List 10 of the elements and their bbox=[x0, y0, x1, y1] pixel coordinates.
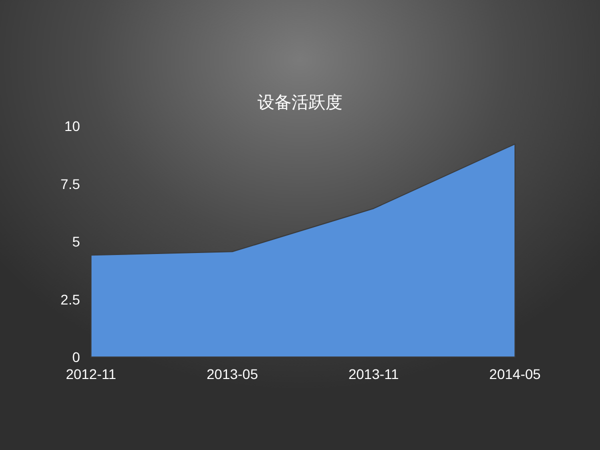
x-tick-label: 2014-05 bbox=[489, 366, 541, 382]
y-tick-label: 2.5 bbox=[60, 291, 80, 308]
y-tick-label: 7.5 bbox=[60, 176, 80, 192]
y-tick-label: 10 bbox=[64, 118, 80, 134]
x-tick-label: 2012-11 bbox=[66, 366, 116, 382]
y-tick-label: 5 bbox=[72, 234, 80, 250]
chart-title: 设备活跃度 bbox=[258, 93, 342, 112]
x-tick-label: 2013-11 bbox=[348, 366, 400, 382]
x-tick-label: 2013-05 bbox=[206, 366, 258, 382]
y-tick-label: 0 bbox=[72, 349, 80, 365]
